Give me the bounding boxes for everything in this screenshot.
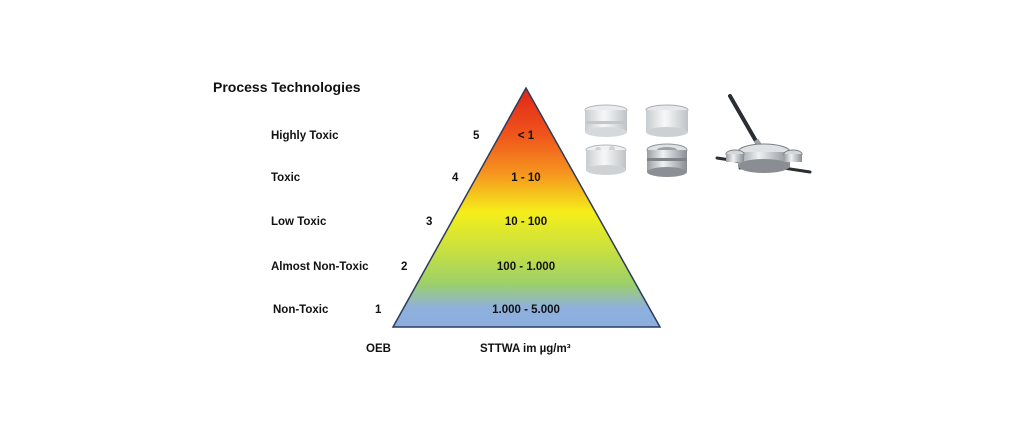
range-value-1: 1.000 - 5.000 — [492, 304, 560, 316]
range-value-3: 10 - 100 — [504, 216, 548, 228]
oeb-number-1: 1 — [375, 304, 382, 316]
range-value-2: 100 - 1.000 — [496, 261, 556, 273]
oeb-number-5: 5 — [473, 130, 480, 142]
split-valve-white-icon — [584, 104, 628, 175]
level-label-almost-non-toxic: Almost Non-Toxic — [271, 261, 369, 273]
level-label-toxic: Toxic — [271, 172, 301, 184]
oeb-axis-label: OEB — [366, 343, 391, 355]
oeb-number-2: 2 — [401, 261, 408, 273]
range-value-4: 1 - 10 — [511, 172, 541, 184]
range-value-5: < 1 — [517, 130, 535, 142]
split-valve-steel-icon — [645, 104, 689, 177]
containment-press-icon — [715, 94, 812, 174]
level-label-low-toxic: Low Toxic — [271, 216, 327, 228]
level-label-highly-toxic: Highly Toxic — [271, 130, 339, 142]
pyramid-shape — [391, 86, 662, 328]
diagram-title: Process Technologies — [213, 79, 361, 95]
sttwa-axis-label: STTWA im µg/m³ — [480, 343, 571, 355]
level-label-non-toxic: Non-Toxic — [273, 304, 329, 316]
oeb-number-3: 3 — [426, 216, 433, 228]
oeb-number-4: 4 — [452, 172, 459, 184]
